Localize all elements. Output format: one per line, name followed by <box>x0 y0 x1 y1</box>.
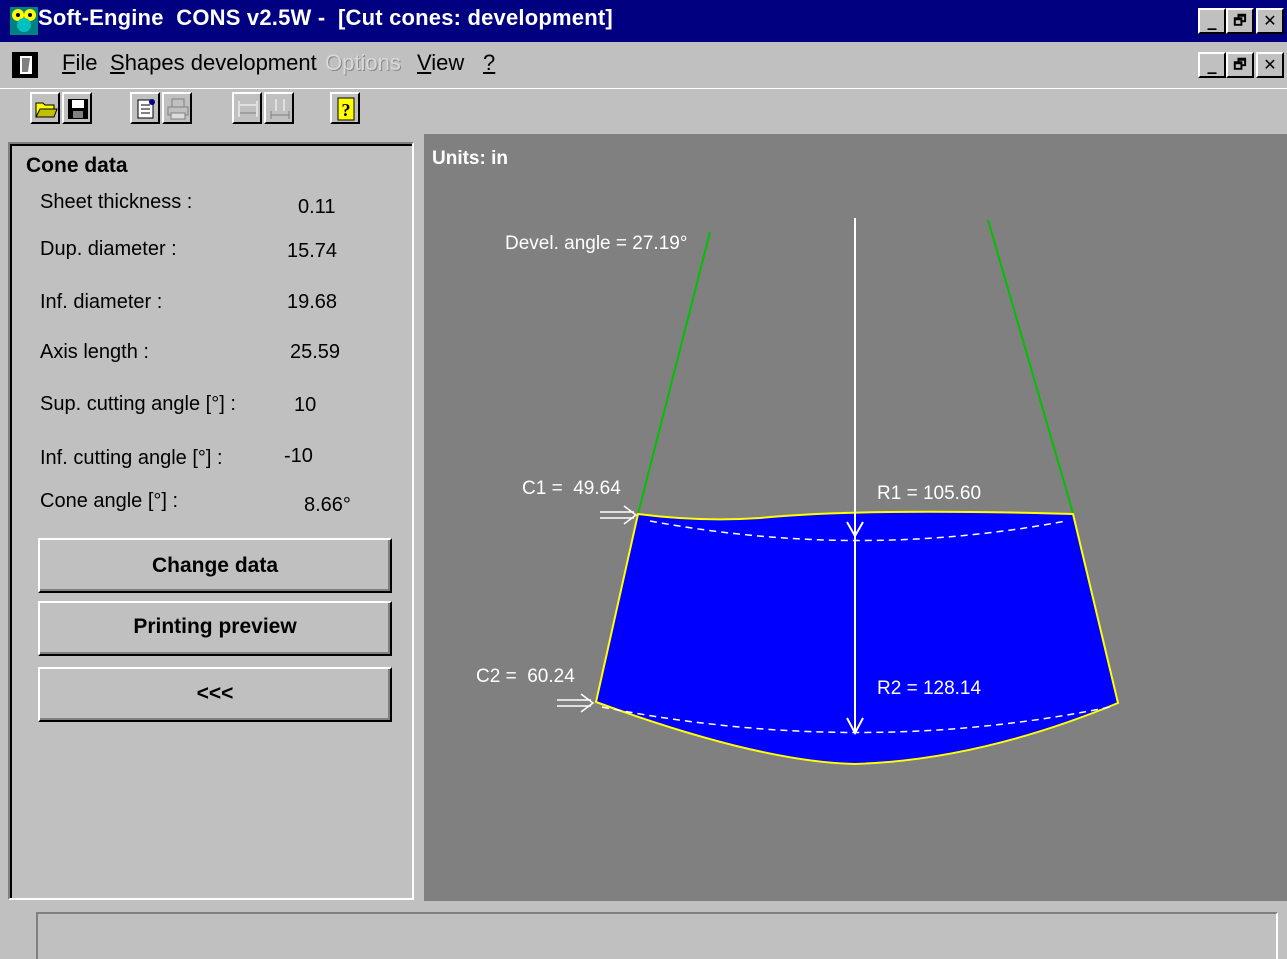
cone-data-panel <box>8 142 414 900</box>
sheet-thickness-value: 0.11 <box>298 196 336 218</box>
r1-label: R1 = 105.60 <box>877 483 982 504</box>
open-folder-icon <box>35 102 58 118</box>
cone-angle-label: Cone angle [°] : <box>40 490 179 512</box>
save-disk-icon <box>68 99 88 119</box>
open-button[interactable] <box>30 92 60 124</box>
developed-shape <box>594 510 1120 766</box>
sup-cutting-angle-label: Sup. cutting angle [°] : <box>40 393 236 415</box>
menu-help-label: ? <box>483 50 496 75</box>
back-button[interactable]: <<< <box>38 667 392 722</box>
axis-length-value: 25.59 <box>290 341 341 363</box>
panel-title: Cone data <box>26 154 128 177</box>
cone-angle-value: 8.66° <box>304 494 351 516</box>
cone-development-drawing <box>557 218 1120 766</box>
app-logo-icon[interactable] <box>10 7 38 35</box>
menu-shapes-development[interactable]: Shapes development <box>110 50 317 76</box>
doc-close-button[interactable]: ✕ <box>1256 52 1284 78</box>
menu-view-accel: V <box>417 50 432 75</box>
close-button[interactable]: ✕ <box>1256 8 1284 34</box>
print-icon <box>167 98 189 120</box>
window-title: Soft-Engine CONS v2.5W - [Cut cones: dev… <box>38 5 613 30</box>
print-button[interactable] <box>162 92 192 124</box>
menu-file-accel: F <box>62 50 76 75</box>
menu-shapes-accel: S <box>110 50 125 75</box>
vertical-dimension-icon <box>270 99 290 119</box>
doc-restore-button[interactable]: 🗗 <box>1226 52 1254 78</box>
right-radial-line <box>987 219 1074 514</box>
printing-preview-button[interactable]: Printing preview <box>38 601 392 656</box>
help-icon: ? <box>337 97 355 121</box>
minimize-icon: _ <box>1207 10 1217 31</box>
r2-label: R2 = 128.14 <box>877 678 982 699</box>
restore-icon: 🗗 <box>1233 13 1247 29</box>
minimize-icon: _ <box>1207 54 1217 75</box>
restore-button[interactable]: 🗗 <box>1226 8 1254 34</box>
c2-label: C2 = 60.24 <box>476 666 575 687</box>
save-button[interactable] <box>62 92 92 124</box>
document-icon[interactable] <box>12 52 38 78</box>
menu-shapes-label: hapes development <box>124 50 317 75</box>
svg-text:?: ? <box>342 100 351 120</box>
page-setup-button[interactable] <box>130 92 160 124</box>
left-radial-line <box>637 231 711 515</box>
c1-arrow-icon <box>600 505 638 525</box>
c2-arrow-icon <box>557 693 595 713</box>
menu-file-label: ile <box>75 50 98 75</box>
inf-diameter-label: Inf. diameter : <box>40 291 163 313</box>
title-bar[interactable] <box>0 0 1287 42</box>
horizontal-dimension-icon <box>238 101 258 117</box>
restore-icon: 🗗 <box>1233 57 1247 73</box>
toolbar <box>0 88 1287 133</box>
vertical-dimension-button[interactable] <box>264 92 294 124</box>
close-icon: ✕ <box>1263 55 1277 74</box>
page-setup-icon <box>137 99 155 119</box>
r2-arc <box>601 706 1111 734</box>
axis-length-label: Axis length : <box>40 341 149 363</box>
status-field <box>36 912 1278 959</box>
menu-view[interactable]: View <box>417 50 464 76</box>
inf-diameter-value: 19.68 <box>287 291 338 313</box>
sheet-thickness-label: Sheet thickness : <box>40 191 193 213</box>
horizontal-dimension-button[interactable] <box>232 92 262 124</box>
menu-bar <box>0 42 1287 88</box>
status-bar <box>0 902 1287 959</box>
units-label: Units: in <box>432 148 508 169</box>
doc-minimize-button[interactable]: _ <box>1198 52 1226 78</box>
menu-options[interactable]: Options <box>325 50 401 76</box>
menu-help[interactable]: ? <box>483 50 495 76</box>
devel-angle-label: Devel. angle = 27.19° <box>505 233 688 254</box>
r2-arrow-icon <box>846 717 864 736</box>
help-button[interactable]: ? <box>330 92 360 124</box>
inf-cutting-angle-value: -10 <box>284 445 313 467</box>
change-data-button[interactable]: Change data <box>38 538 392 593</box>
menu-file[interactable]: File <box>62 50 97 76</box>
menu-options-label: Options <box>325 50 401 75</box>
r1-arrow-icon <box>846 521 864 539</box>
menu-view-label: iew <box>431 50 465 75</box>
minimize-button[interactable]: _ <box>1198 8 1226 34</box>
r1-arc <box>649 520 1067 542</box>
sup-diameter-value: 15.74 <box>287 240 338 262</box>
sup-cutting-angle-value: 10 <box>294 394 317 416</box>
close-icon: ✕ <box>1263 11 1277 30</box>
inf-cutting-angle-label: Inf. cutting angle [°] : <box>40 447 223 469</box>
sup-diameter-label: Dup. diameter : <box>40 238 177 260</box>
c1-label: C1 = 49.64 <box>522 478 621 499</box>
